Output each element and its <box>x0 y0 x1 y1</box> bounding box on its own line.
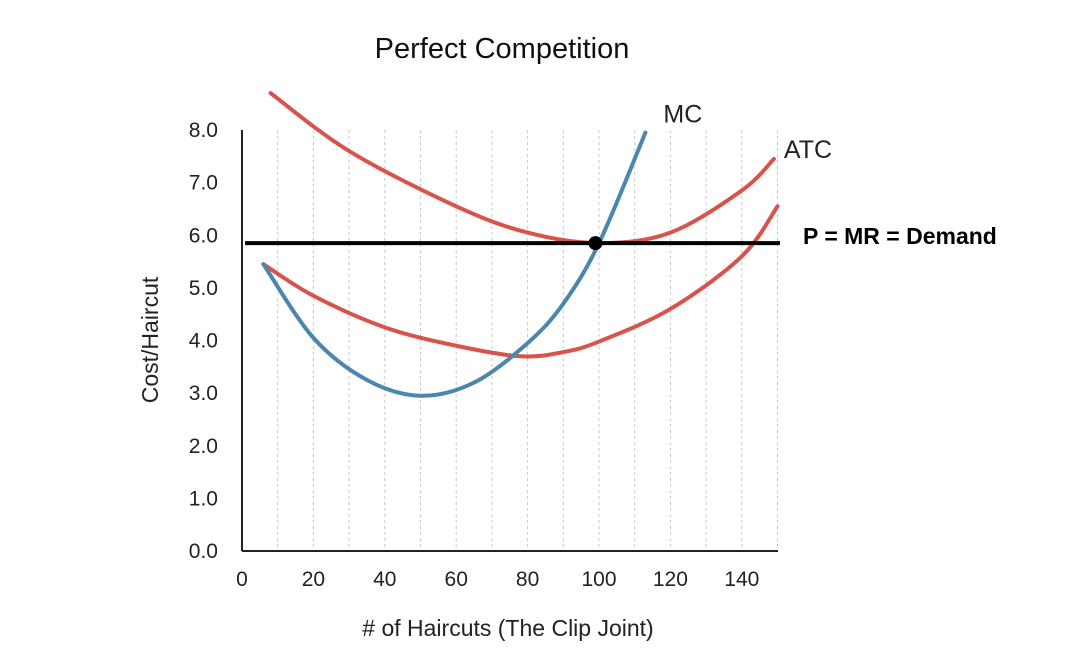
x-tick-label: 140 <box>724 568 759 591</box>
avc-curve <box>261 204 780 359</box>
x-tick-label: 120 <box>653 568 688 591</box>
y-tick-label: 2.0 <box>189 435 218 458</box>
mc-label: MC <box>663 101 702 129</box>
x-axis-label: # of Haircuts (The Clip Joint) <box>362 615 653 641</box>
y-tick-labels: 0.0 1.0 2.0 3.0 4.0 5.0 6.0 7.0 8.0 <box>189 119 218 563</box>
y-tick-label: 4.0 <box>189 330 218 353</box>
x-tick-label: 40 <box>373 568 396 591</box>
x-tick-label: 60 <box>445 568 468 591</box>
axes <box>241 130 778 552</box>
demand-label: P = MR = Demand <box>803 223 997 249</box>
atc-curve <box>268 91 776 246</box>
chart-title: Perfect Competition <box>375 33 630 65</box>
y-tick-label: 6.0 <box>189 224 218 247</box>
x-tick-labels: 0 20 40 60 80 100 120 140 <box>236 568 759 591</box>
y-tick-label: 3.0 <box>189 382 218 405</box>
atc-label: ATC <box>784 136 832 164</box>
y-axis-label: Cost/Haircut <box>137 276 163 403</box>
x-tick-label: 0 <box>236 568 248 591</box>
equilibrium-point <box>588 236 603 251</box>
y-tick-label: 8.0 <box>189 119 218 142</box>
x-tick-label: 100 <box>581 568 616 591</box>
y-tick-label: 7.0 <box>189 172 218 195</box>
x-tick-label: 80 <box>516 568 539 591</box>
x-tick-label: 20 <box>302 568 325 591</box>
y-tick-label: 1.0 <box>189 487 218 510</box>
mc-curve <box>261 130 648 398</box>
y-tick-label: 5.0 <box>189 277 218 300</box>
y-tick-label: 0.0 <box>189 540 218 563</box>
